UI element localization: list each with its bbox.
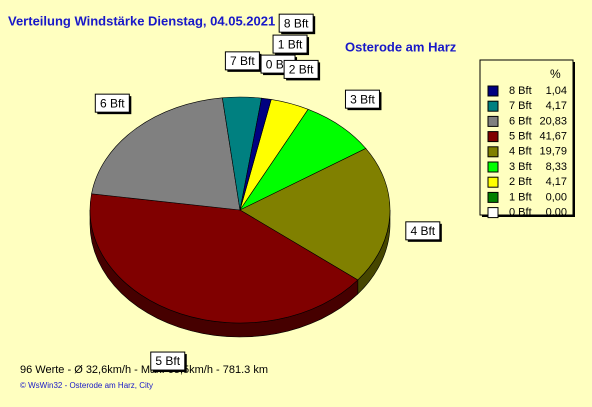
label-box [278,13,314,33]
label-box [150,351,186,371]
legend-label: 3 Bft [509,161,532,173]
legend-value: 0,00 [546,207,567,219]
legend-swatch [487,85,499,97]
legend-swatch [487,161,499,173]
credit: © WsWin32 - Osterode am Harz, City [20,381,153,390]
slice-label: 6 Bft [100,96,125,110]
legend-value: 41,67 [539,131,567,143]
legend-value: 0,00 [546,191,567,203]
legend-value: 1,04 [546,85,567,97]
legend-swatch [487,146,499,158]
slice [91,97,241,211]
slice [239,97,272,211]
label-box [344,89,380,109]
legend-label: 8 Bft [509,85,532,97]
label-box [272,34,308,54]
legend-value: 4,17 [546,100,567,112]
slice-label: 4 Bft [410,224,435,238]
legend-label: 2 Bft [509,176,532,188]
legend-label: 4 Bft [509,146,532,158]
label-box [224,51,260,71]
legend-swatch [487,176,499,188]
slice-label: 1 Bft [278,37,303,51]
legend-swatch [487,207,499,219]
legend-value: 8,33 [546,161,567,173]
legend-label: 0 Bft [509,207,532,219]
legend-label: 6 Bft [509,115,532,127]
slice-label: 7 Bft [230,54,255,68]
legend-value: 20,83 [539,115,567,127]
chart-title: Verteilung Windstärke Dienstag, 04.05.20… [8,13,275,28]
label-box [405,221,441,241]
slice-label: 5 Bft [155,354,180,368]
legend-swatch [487,115,499,127]
slice-label: 3 Bft [350,92,375,106]
slice-label: 8 Bft [284,16,309,30]
legend-value: 19,79 [539,146,567,158]
chart-subtitle: Osterode am Harz [345,39,457,54]
legend-swatch [487,191,499,203]
slice-label: 2 Bft [289,63,314,77]
slice [239,148,391,281]
footer: 96 Werte - Ø 32,6km/h - Max. 65,5km/h - … [20,364,268,376]
label-box [283,59,319,79]
slice [89,193,359,324]
legend-label: 5 Bft [509,131,532,143]
legend-title: % [550,67,561,81]
legend-label: 1 Bft [509,191,532,203]
legend-value: 4,17 [546,176,567,188]
label-box [94,93,130,113]
legend-swatch [487,131,499,143]
legend-label: 7 Bft [509,100,532,112]
legend-swatch [487,100,499,112]
